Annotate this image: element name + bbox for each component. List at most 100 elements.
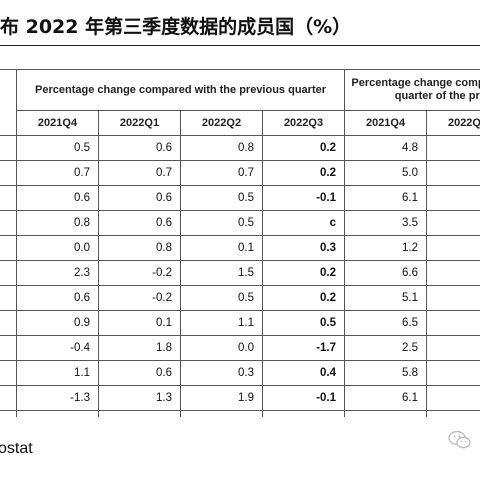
table-cell: 0.2 [261,160,346,186]
group-header-row: Percentage change compared with the prev… [0,69,480,136]
table-cell: 6.5 [344,310,428,336]
table-cell: 0.4 [261,410,346,417]
table-cell: 4.6 [426,210,480,236]
table-cell: 5.1 [344,285,428,311]
table-row: 0.6-0.20.50.25.14.7 [0,285,480,311]
table-cell: 2.4 [98,410,181,417]
table-row: 1.92.40.10.46.612.0 [0,410,480,417]
table-row: 0.00.80.10.31.23.5 [0,235,480,261]
table-cell: 0.8 [180,135,263,161]
table-cell: 6.6 [344,410,428,417]
table-cell: 0.2 [261,135,346,161]
table-row: 0.80.60.5c3.54.6 [0,210,480,236]
table-cell: 0.7 [180,160,263,186]
table-cell: 4.7 [426,285,480,311]
table-cell: 0.5 [180,210,263,236]
sub-header-row: 2021Q42022Q12022Q22022Q32021Q42022Q12022… [0,110,480,136]
table-cell: 0.2 [261,285,346,311]
table-cell: 8.6 [426,385,480,411]
table-cell: 0.5 [180,185,263,211]
table-row: 1.10.60.30.45.84.1 [0,360,480,386]
table-cell: 5.6 [426,160,480,186]
table-cell: 0.6 [98,185,181,211]
country-cell [0,235,17,261]
table-frame: Percentage change compared with the prev… [0,69,480,417]
table-cell: 0.1 [180,410,263,417]
table-cell: 0.3 [261,235,346,261]
table-row: 0.60.60.5-0.16.15.3 [0,185,480,211]
table-row: -0.41.80.0-1.72.55.0 [0,335,480,361]
table-row: 0.70.70.70.25.05.6 [0,160,480,186]
table-cell: 0.3 [180,360,263,386]
wechat-icon [448,430,471,449]
table-cell: 5.0 [426,335,480,361]
source-note: ostat [0,440,33,457]
column-header: 2022Q1 [426,110,480,136]
table-cell: 1.9 [180,385,263,411]
country-cell [0,135,17,161]
table-cell: -0.2 [98,285,181,311]
table-cell: 6.7 [426,260,480,286]
table-cell: 0.6 [98,360,181,386]
table-cell: 0.0 [180,335,263,361]
table-cell: -1.7 [261,335,346,361]
table-cell: 1.1 [16,360,99,386]
column-header: 2021Q4 [344,110,428,136]
table-cell: 1.5 [180,260,263,286]
table-cell: -0.4 [16,335,99,361]
table-cell: 1.9 [16,410,99,417]
table-cell: -0.1 [261,185,346,211]
table-cell: 6.1 [344,185,428,211]
table-cell: 1.8 [98,335,181,361]
country-cell [0,335,17,361]
country-cell [0,360,17,386]
country-cell [0,160,17,186]
group-header-yoy: Percentage change compared with the same… [344,69,480,111]
country-cell [0,185,17,211]
table-cell: 0.7 [16,160,99,186]
country-header [0,69,17,136]
table-cell: 2.5 [344,335,428,361]
table-row: 2.3-0.21.50.26.66.7 [0,260,480,286]
table-cell: 0.5 [16,135,99,161]
table-cell: 5.8 [344,360,428,386]
table-cell: 6.6 [344,260,428,286]
table-cell: 0.1 [180,235,263,261]
table-cell: 0.6 [98,135,181,161]
country-cell [0,385,17,411]
table-cell: 0.4 [261,360,346,386]
table-row: -1.31.31.9-0.16.18.6 [0,385,480,411]
table-cell: 5.0 [344,160,428,186]
table-cell: 6.4 [426,310,480,336]
table-cell: 5.3 [426,185,480,211]
table-cell: 0.0 [16,235,99,261]
table-cell: 4.1 [426,360,480,386]
column-header: 2022Q1 [98,110,181,136]
country-cell [0,310,17,336]
table-cell: -0.2 [98,260,181,286]
table-cell: -0.1 [261,385,346,411]
country-cell [0,285,17,311]
table-cell: 0.8 [16,210,99,236]
table-cell: 0.6 [16,185,99,211]
table-cell: 2.3 [16,260,99,286]
country-cell [0,260,17,286]
table-cell: 6.1 [344,385,428,411]
table-cell: 0.8 [98,235,181,261]
page-title: 布 2022 年第三季度数据的成员国（%） [0,16,352,38]
table-cell: 0.9 [16,310,99,336]
column-header: 2022Q2 [180,110,263,136]
gdp-table: Percentage change compared with the prev… [0,69,480,417]
table-cell: 0.6 [98,210,181,236]
table-cell: 3.5 [344,210,428,236]
table-cell: 1.1 [180,310,263,336]
table-cell: 0.1 [98,310,181,336]
group-header-qoq: Percentage change compared with the prev… [15,69,346,111]
country-cell [0,410,17,417]
table-cell: 1.3 [98,385,181,411]
table-cell: 3.5 [426,235,480,261]
table-cell: 5.5 [426,135,480,161]
table-cell: -1.3 [16,385,99,411]
column-header: 2022Q3 [261,110,346,136]
column-header: 2021Q4 [16,110,99,136]
